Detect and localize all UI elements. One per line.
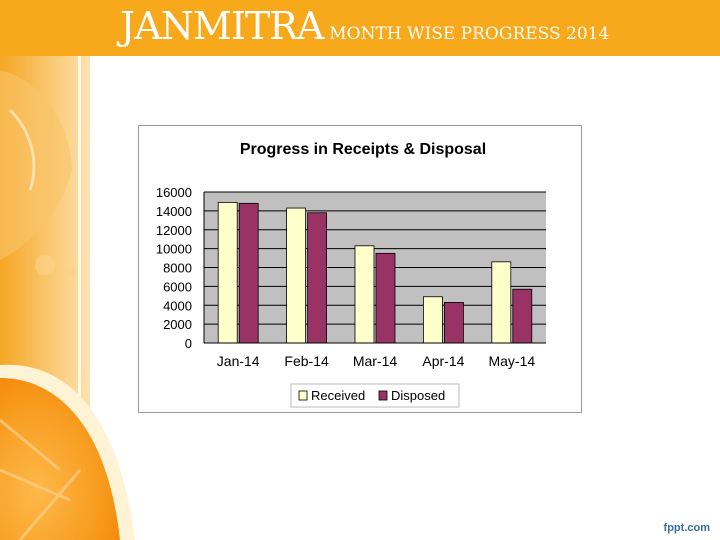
title-bar: JANMITRA MONTH WISE PROGRESS 2014 — [0, 0, 720, 56]
legend — [290, 383, 460, 408]
x-tick-label: Jan-14 — [217, 353, 260, 369]
bar-received — [286, 207, 307, 344]
y-tick-label: 6000 — [163, 279, 192, 294]
bar-disposed — [443, 302, 464, 344]
y-tick-label: 16000 — [156, 185, 192, 200]
bar-received — [354, 245, 375, 344]
y-tick-label: 8000 — [163, 261, 192, 276]
x-tick-label: Mar-14 — [353, 353, 398, 369]
x-tick-label: Apr-14 — [422, 353, 464, 369]
y-tick-label: 12000 — [156, 223, 192, 238]
bar-chart: Progress in Receipts & Disposal 0 2000 4000… — [156, 141, 546, 408]
y-tick-label: 2000 — [163, 317, 192, 332]
slide-title-sub: MONTH WISE PROGRESS 2014 — [329, 24, 610, 44]
bar-received — [422, 296, 443, 344]
bar-disposed — [307, 212, 328, 344]
legend-label-received: Received — [311, 388, 365, 403]
y-tick-label: 0 — [185, 336, 192, 351]
footer-brand: fppt.com — [663, 522, 710, 534]
y-tick-label: 14000 — [156, 204, 192, 219]
bar-disposed — [375, 252, 396, 344]
x-tick-label: Feb-14 — [284, 353, 329, 369]
bar-disposed — [512, 288, 533, 344]
chart-frame: Progress in Receipts & Disposal 0 2000 4000… — [138, 125, 582, 413]
bar-disposed — [238, 202, 259, 344]
chart-title: Progress in Receipts & Disposal — [240, 141, 486, 158]
x-tick-label: May-14 — [488, 353, 535, 369]
legend-swatch-received — [298, 390, 308, 401]
legend-swatch-disposed — [378, 390, 388, 401]
bar-received — [491, 261, 512, 344]
y-tick-label: 4000 — [163, 298, 192, 313]
bar-received — [217, 201, 238, 344]
slide-title: JANMITRA MONTH WISE PROGRESS 2014 — [120, 4, 609, 48]
slide-title-main: JANMITRA — [120, 4, 324, 48]
legend-label-disposed: Disposed — [391, 388, 445, 403]
y-tick-label: 10000 — [156, 242, 192, 257]
